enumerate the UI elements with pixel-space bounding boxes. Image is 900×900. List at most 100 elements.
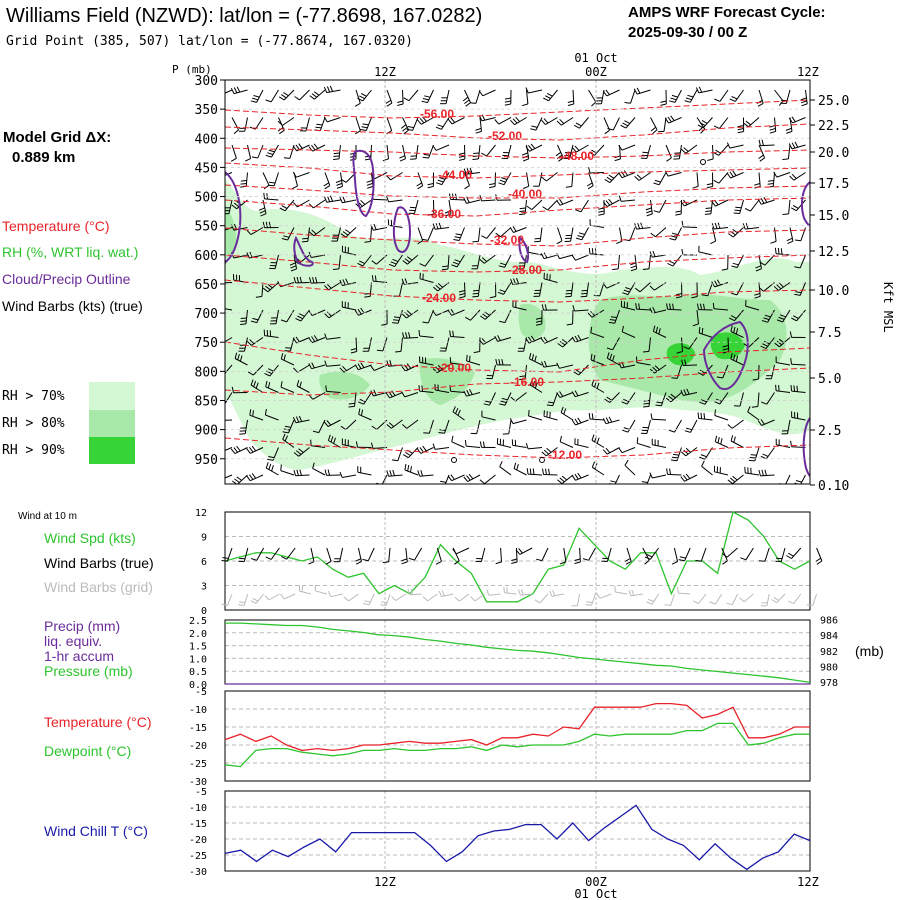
surface-wind-barb-grid: [474, 593, 486, 602]
wind-barb-flag: [504, 103, 511, 106]
wind-barb-flag: [283, 92, 289, 97]
wind-barb-flag: [618, 172, 623, 178]
surface-wind-barb-grid: [615, 591, 628, 595]
wind-barb-flag: [295, 416, 300, 423]
wind-barb: [543, 254, 558, 260]
wind-barb: [791, 144, 806, 150]
surface-wind-barb-true: [684, 547, 691, 562]
wind-barb: [415, 144, 419, 159]
surface-wind-barb-grid-flag: [506, 587, 508, 594]
wind-barb-flag: [395, 350, 402, 353]
wind-barb-flag: [311, 93, 318, 98]
wind-barb-flag: [239, 355, 243, 362]
wind-barb-flag: [354, 130, 361, 135]
surface-wind-barb-true: [816, 547, 823, 562]
wind-barb-flag: [269, 181, 276, 184]
wind-barb-flag: [251, 473, 257, 479]
surface-wind-barb-grid: [651, 593, 660, 605]
surface-wind-barb-grid-flag: [454, 596, 460, 602]
wind-barb-flag: [392, 258, 399, 263]
wind-barb: [464, 89, 471, 103]
surface-wind-barb-grid-flag: [552, 590, 556, 596]
wind-barb-flag: [479, 441, 482, 448]
wind-barb: [319, 117, 326, 131]
wind-barb-flag: [323, 116, 328, 123]
wind-barb: [338, 254, 341, 269]
wind-barb-flag: [675, 213, 682, 216]
wind-barb: [358, 309, 372, 316]
wind-barb: [730, 440, 744, 448]
wind-barb-flag: [240, 320, 247, 322]
wind-barb-flag: [444, 210, 451, 214]
wind-barb-flag: [530, 335, 536, 342]
wind-barb-flag: [388, 422, 395, 427]
wind-barb-flag: [393, 319, 400, 321]
wind-barb: [776, 362, 791, 366]
wind-barb: [639, 282, 651, 293]
wind-barb-flag: [390, 261, 397, 265]
surface-wind-barb-true-flag: [624, 558, 631, 562]
wind-barb-flag: [555, 151, 562, 157]
wind-barb: [552, 392, 558, 406]
wind-barb: [327, 419, 341, 427]
wind-barb-flag: [399, 158, 406, 162]
wind-barb-flag: [762, 343, 769, 347]
wind-barb-flag: [775, 384, 777, 391]
surface-wind-barb-grid: [385, 593, 391, 606]
wind-barb: [311, 445, 326, 448]
wind-barb-flag: [534, 237, 541, 240]
surface-wind-barb-true: [405, 547, 408, 562]
wind-barb-flag: [556, 362, 560, 369]
wind-barb-flag: [542, 468, 544, 475]
wind-barb-flag: [449, 330, 451, 337]
wind-barb-flag: [777, 247, 780, 255]
wind-barb: [389, 392, 403, 399]
wind-barb: [296, 385, 310, 393]
wind-barb: [538, 172, 543, 187]
wind-barb-flag: [315, 126, 322, 129]
surface-wind-barb-grid: [539, 593, 549, 604]
wind-barb-flag: [650, 232, 656, 238]
wind-barb-flag: [483, 403, 490, 406]
wind-barb-flag: [358, 408, 361, 415]
wind-barb-flag: [571, 255, 576, 261]
wind-barb: [312, 392, 326, 400]
wind-barb: [787, 144, 791, 159]
wind-barb-flag: [543, 336, 548, 343]
wind-barb: [546, 172, 558, 182]
wind-barb-flag: [761, 139, 764, 146]
wind-barb-flag: [710, 240, 716, 245]
wind-barb-flag: [572, 305, 575, 312]
main-gridlines: [225, 80, 810, 484]
wind-barb-flag: [526, 205, 533, 211]
isotherm-label-36: -36.00: [427, 207, 461, 221]
wind-barb-flag: [535, 323, 542, 326]
wind-barb: [760, 474, 775, 477]
wind-barb-flag: [687, 94, 694, 98]
wind-barb: [667, 172, 682, 177]
station-marker-3: [539, 457, 545, 463]
wind-barb-flag: [699, 401, 706, 405]
wind-barb: [282, 117, 295, 126]
panel-ytick-label: -30: [189, 867, 207, 878]
wind-barb-flag: [559, 118, 565, 124]
pressure-tick-label: 750: [195, 336, 218, 351]
wind-barb: [789, 227, 794, 242]
wind-barb: [489, 392, 496, 406]
precip-legend-sub1: liq. equiv.: [44, 633, 102, 649]
wind-barb-flag: [495, 194, 498, 201]
wind-barb: [603, 117, 611, 131]
wind-barb-flag: [404, 258, 411, 263]
wind-barb-flag: [652, 366, 658, 372]
wind-barb-flag: [258, 207, 265, 211]
wind-barb-flag: [230, 87, 235, 94]
wind-barb-flag: [248, 446, 254, 453]
panel-ytick-label: -5: [195, 687, 207, 698]
wind-barb: [225, 419, 233, 421]
wind-barb: [614, 309, 620, 324]
wind-barb-flag: [482, 313, 488, 318]
wind-barb-flag: [707, 158, 714, 161]
wind-barb: [621, 331, 636, 338]
wind-barb: [450, 390, 465, 393]
wind-barb-flag: [489, 186, 496, 189]
